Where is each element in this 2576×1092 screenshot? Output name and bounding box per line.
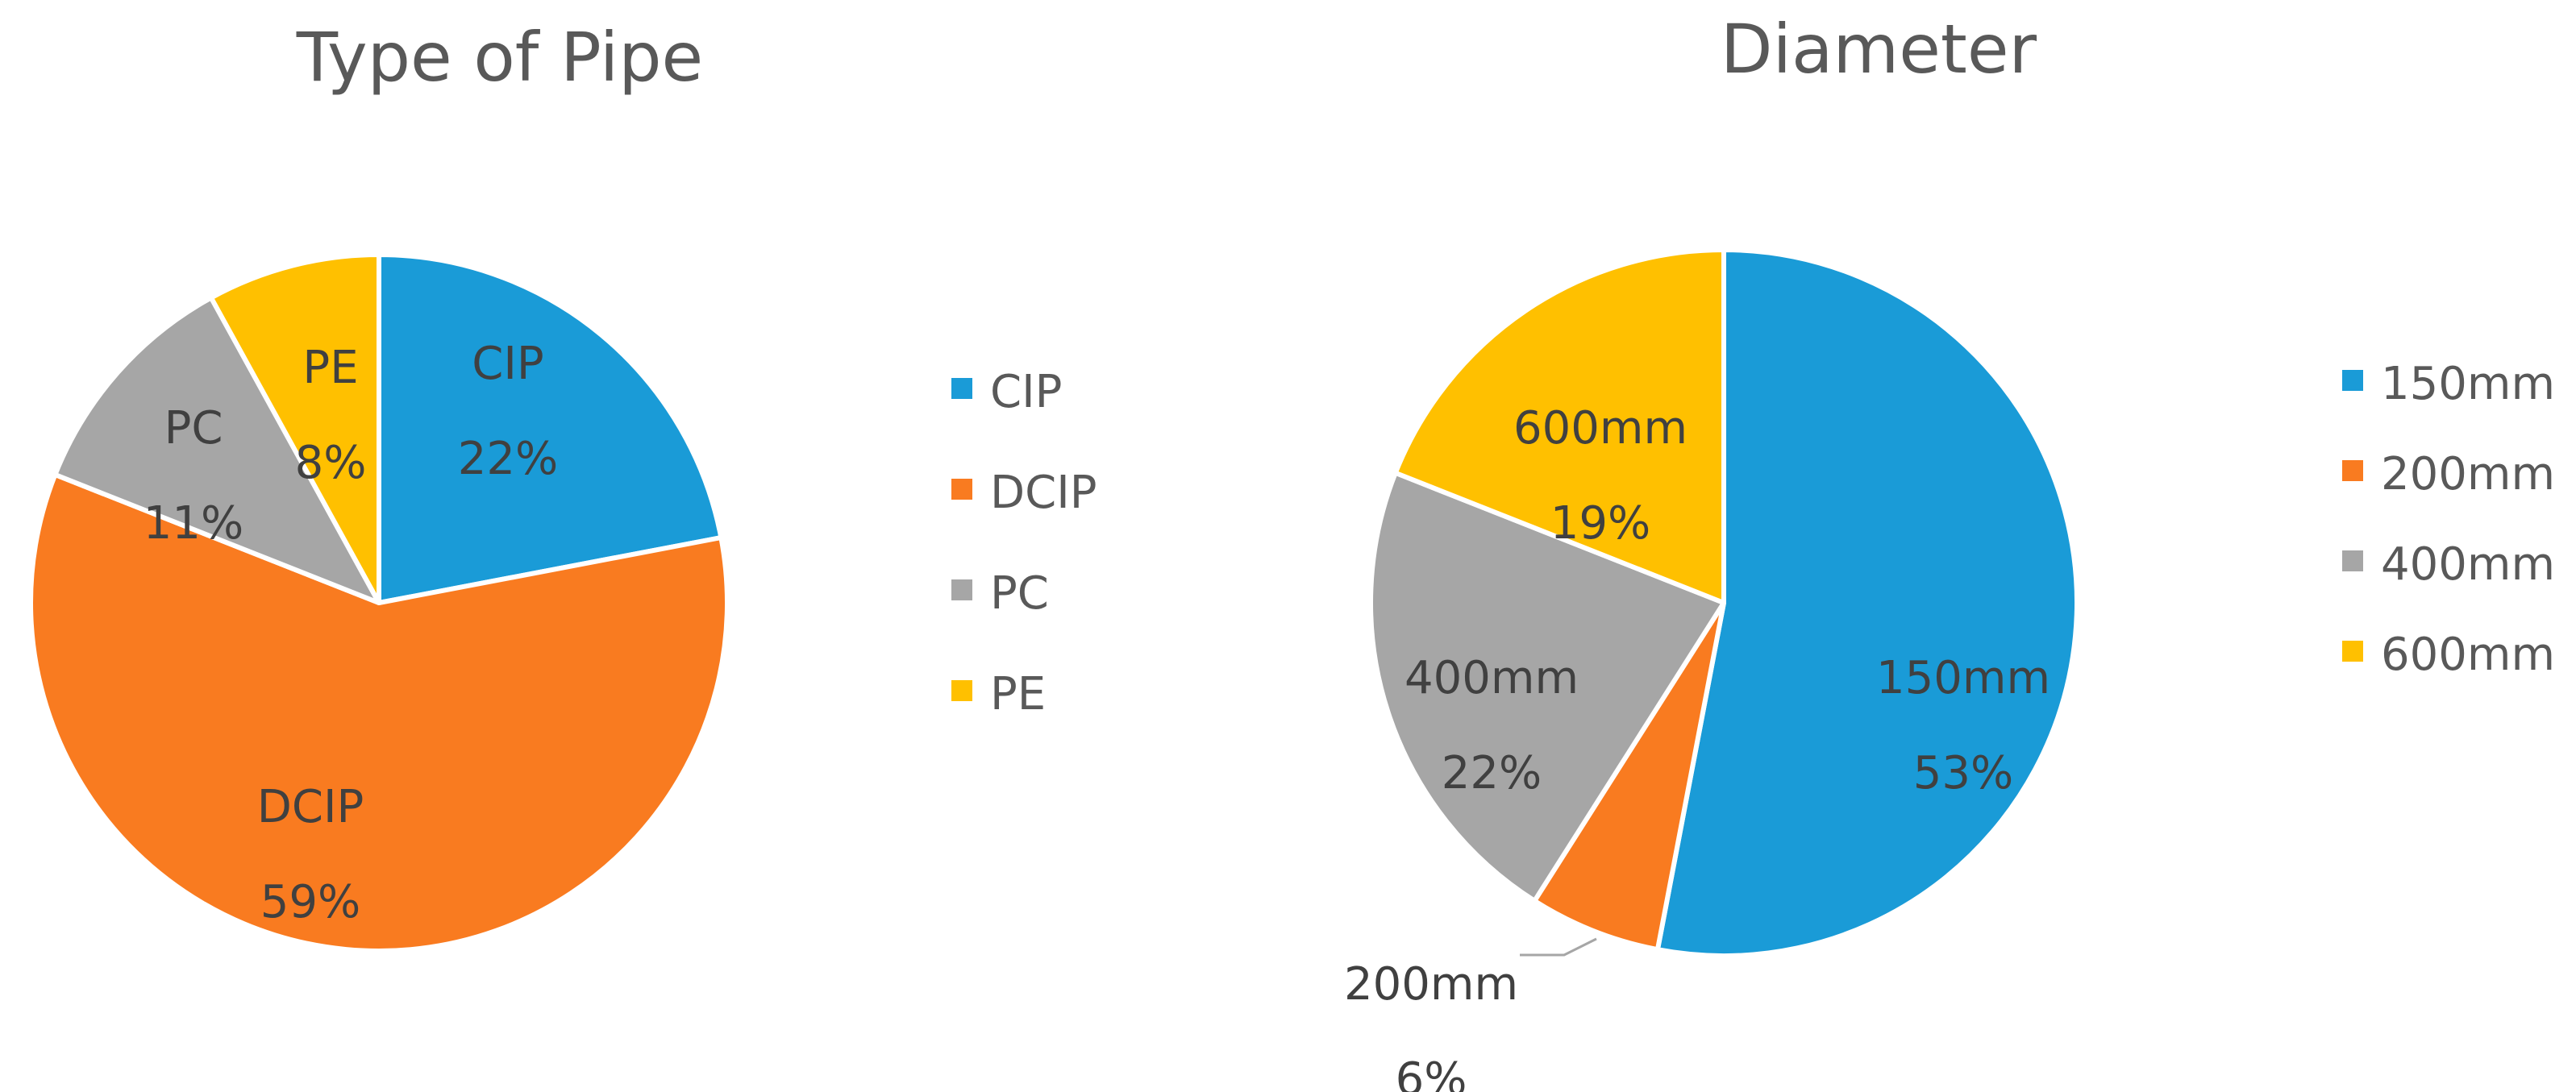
data-label-400mm: 400mm: [1405, 652, 1579, 704]
type-of-pipe-chart: Type of Pipe CIP 22% DCIP 59% PC 11% PE 8% CIP D…: [28, 18, 1097, 953]
data-label-value-cip: 22%: [458, 433, 558, 485]
legend-swatch-pc: [951, 579, 972, 600]
legend-swatch-200mm: [2342, 460, 2363, 481]
type-of-pipe-legend: CIP DCIP PC PE: [951, 366, 1097, 720]
data-label-pc: PC: [164, 402, 223, 455]
legend-swatch-600mm: [2342, 641, 2363, 662]
pie-slice-200mm: [1532, 600, 1726, 953]
diameter-data-labels: 150mm 53% 200mm 6% 400mm 22% 600mm 19%: [1344, 402, 2050, 1092]
diameter-pie: [1368, 247, 2079, 958]
legend-label-dcip: DCIP: [990, 467, 1097, 519]
leader-line-200mm: [1520, 937, 1597, 957]
chart-title-diameter: Diameter: [1721, 10, 2037, 89]
pie-slice-400mm: [1368, 470, 1726, 903]
chart-title-type-of-pipe: Type of Pipe: [296, 18, 703, 97]
legend-label-150mm: 150mm: [2381, 358, 2555, 410]
pie-slice-pc: [52, 295, 381, 605]
type-of-pipe-pie: [28, 252, 730, 953]
data-label-value-400mm: 22%: [1442, 747, 1542, 799]
data-label-value-dcip: 59%: [260, 876, 360, 928]
data-label-cip: CIP: [472, 338, 543, 390]
diameter-legend: 150mm 200mm 400mm 600mm: [2342, 358, 2555, 681]
data-label-600mm: 600mm: [1513, 402, 1688, 455]
pie-slice-150mm: [1654, 247, 2079, 958]
legend-label-pc: PC: [990, 567, 1049, 620]
data-label-200mm: 200mm: [1344, 958, 1518, 1011]
pie-slice-dcip: [28, 471, 730, 953]
legend-swatch-dcip: [951, 479, 972, 500]
type-of-pipe-data-labels: CIP 22% DCIP 59% PC 11% PE 8%: [144, 338, 558, 928]
diameter-chart: Diameter 150mm 53% 200mm 6% 400mm 22% 600mm 19%…: [1344, 10, 2555, 1092]
data-label-value-200mm: 6%: [1396, 1053, 1467, 1092]
pie-slice-cip: [377, 252, 724, 605]
legend-swatch-400mm: [2342, 550, 2363, 571]
legend-label-pe: PE: [990, 668, 1046, 720]
legend-swatch-pe: [951, 680, 972, 701]
legend-label-cip: CIP: [990, 366, 1062, 418]
data-label-pe: PE: [302, 342, 358, 394]
pie-slice-pe: [208, 252, 381, 605]
legend-swatch-150mm: [2342, 370, 2363, 391]
data-label-value-pc: 11%: [144, 497, 243, 550]
data-label-value-150mm: 53%: [1913, 747, 2013, 799]
data-label-dcip: DCIP: [257, 781, 364, 833]
data-label-150mm: 150mm: [1876, 652, 2050, 704]
data-label-value-pe: 8%: [295, 437, 367, 489]
legend-label-600mm: 600mm: [2381, 629, 2555, 681]
legend-label-400mm: 400mm: [2381, 538, 2555, 591]
legend-swatch-cip: [951, 378, 972, 399]
data-label-value-600mm: 19%: [1550, 497, 1650, 550]
legend-label-200mm: 200mm: [2381, 448, 2555, 500]
pie-slice-600mm: [1392, 247, 1726, 605]
